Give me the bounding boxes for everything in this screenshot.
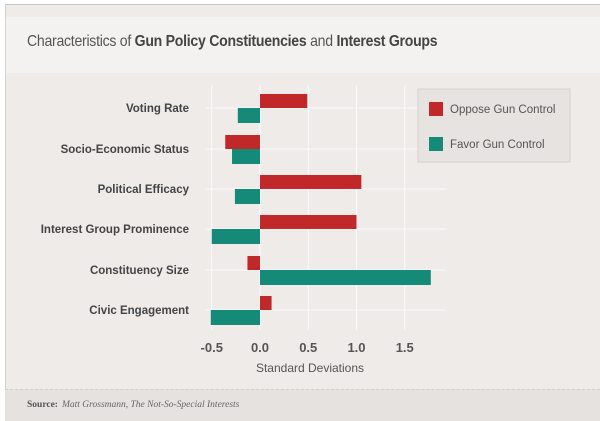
category-label: Voting Rate — [126, 103, 189, 115]
bar-oppose — [260, 94, 308, 108]
legend-label: Oppose Gun Control — [450, 104, 555, 116]
category-label: Interest Group Prominence — [41, 224, 189, 236]
source-note: Source: Matt Grossmann, The Not-So-Specia… — [27, 400, 239, 410]
bar-favor — [211, 229, 260, 244]
category-label: Civic Engagement — [89, 305, 189, 317]
bar-favor — [260, 270, 431, 285]
x-tick-label: -0.5 — [201, 340, 223, 355]
chart-title: Characteristics of Gun Policy Constituen… — [27, 33, 438, 51]
title-part: Interest Groups — [336, 33, 438, 50]
x-tick-label: 1.0 — [347, 340, 365, 355]
x-tick-label: 1.5 — [396, 340, 414, 355]
legend: Oppose Gun Control Favor Gun Control — [417, 88, 571, 163]
footer: Source: Matt Grossmann, The Not-So-Specia… — [5, 389, 600, 421]
bar-favor — [210, 310, 260, 325]
category-label: Constituency Size — [90, 265, 189, 277]
bar-favor — [234, 189, 260, 204]
legend-label: Favor Gun Control — [450, 139, 545, 151]
category-label: Socio-Economic Status — [61, 144, 189, 156]
chart-frame — [5, 4, 600, 421]
bar-oppose — [247, 256, 260, 270]
x-tick-label: 0.5 — [299, 340, 317, 355]
title-part: Gun Policy Constituencies — [134, 33, 307, 50]
bar-favor — [237, 108, 260, 123]
bar-oppose — [260, 296, 272, 310]
legend-swatch — [429, 102, 443, 116]
title-part: Characteristics of — [27, 33, 135, 50]
title-part: and — [306, 33, 337, 50]
source-label: Source: — [27, 400, 58, 410]
legend-box — [417, 88, 571, 163]
x-axis-label: Standard Deviations — [256, 361, 364, 375]
title-band — [6, 17, 600, 73]
bar-oppose — [225, 135, 260, 149]
bar-oppose — [260, 215, 357, 229]
x-tick-label: 0.0 — [251, 340, 269, 355]
category-label: Political Efficacy — [98, 184, 190, 196]
source-text: Matt Grossmann, The Not-So-Special Inter… — [61, 400, 240, 410]
bar-favor — [232, 149, 260, 164]
legend-swatch — [429, 137, 443, 151]
bar-oppose — [260, 175, 362, 189]
